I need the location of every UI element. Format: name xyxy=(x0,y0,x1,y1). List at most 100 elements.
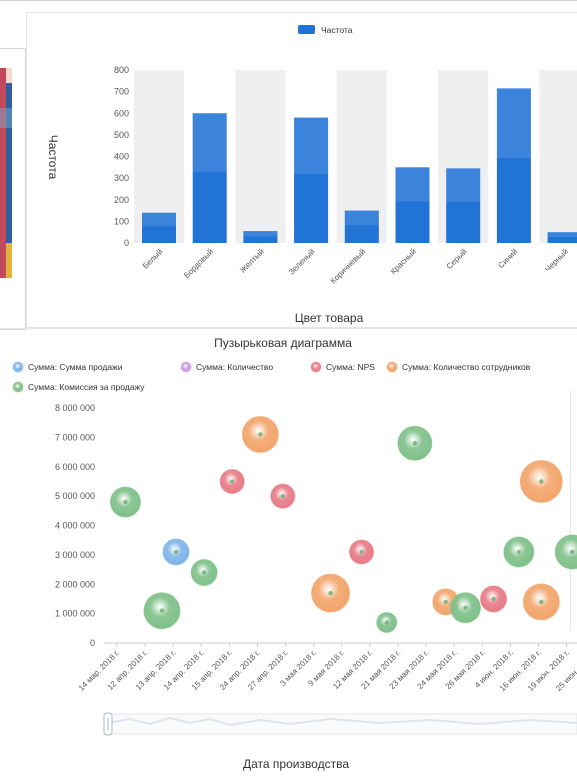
bar-y-tick-label: 300 xyxy=(114,173,129,183)
bar-highlight xyxy=(142,212,176,227)
bubble-center xyxy=(230,479,235,484)
bubble-y-tick-label: 3 000 000 xyxy=(55,550,95,560)
bubble xyxy=(519,459,563,503)
bubble-center xyxy=(258,432,263,437)
bubble xyxy=(143,592,181,630)
bar-highlight xyxy=(294,117,329,175)
range-slider-left-handle[interactable] xyxy=(103,712,113,736)
bar-y-tick-label: 500 xyxy=(114,130,129,140)
bubble-x-tick-label: 4 июн. 2018 г. xyxy=(473,648,515,690)
bubble xyxy=(376,611,398,633)
bar-chart: Частота Частота 0 100 200 300 400 500 600 700 80… xyxy=(46,25,577,325)
bubble xyxy=(190,559,218,586)
bar-highlight xyxy=(243,231,278,237)
bar-highlight xyxy=(496,88,531,158)
bar-band xyxy=(539,70,577,243)
range-slider-track[interactable] xyxy=(103,713,577,735)
bar-y-axis-title: Частота xyxy=(46,135,60,180)
bubble-center xyxy=(173,549,179,555)
bar-category-label: Синий xyxy=(496,247,519,270)
bubble-legend-swatch xyxy=(386,361,398,373)
bubble-legend-swatch xyxy=(12,361,24,373)
bar-y-tick-label: 0 xyxy=(124,238,129,248)
bar-category-label: Серый xyxy=(445,247,469,271)
bar-highlight xyxy=(547,232,577,238)
bubble-x-tick-label: 14 мар. 2018 г. xyxy=(77,648,122,693)
bar xyxy=(243,231,278,243)
bubble-center xyxy=(384,620,389,625)
bubble-center xyxy=(539,599,544,605)
bubble-y-tick-label: 0 xyxy=(90,638,95,648)
bar-category-label: Коричневый xyxy=(329,247,368,286)
bubble-y-tick-label: 2 000 000 xyxy=(55,579,95,589)
bubble-y-tick-label: 7 000 000 xyxy=(55,432,95,442)
bubble-center xyxy=(412,441,418,446)
bubble-center xyxy=(201,570,207,575)
bubble-x-tick-label: 23 мая 2018 г. xyxy=(388,648,431,691)
bubble xyxy=(109,486,141,518)
bar-highlight xyxy=(395,167,430,202)
bubble-legend-swatch xyxy=(180,361,192,373)
bar-category-label: Бордовый xyxy=(182,247,215,280)
bubble-legend-label: Сумма: Количество xyxy=(196,362,273,372)
bar xyxy=(496,88,531,243)
bar-legend-label: Частота xyxy=(321,25,353,35)
range-slider-preview xyxy=(111,716,577,727)
bar-legend-swatch xyxy=(298,25,315,34)
bubble-center xyxy=(463,605,468,610)
bubble xyxy=(480,585,508,613)
bubble-center xyxy=(491,596,496,602)
bubble-y-tick-label: 4 000 000 xyxy=(55,521,95,531)
right-divider xyxy=(570,390,571,630)
bubble-center xyxy=(328,590,333,596)
bar-y-tick-label: 100 xyxy=(114,216,129,226)
bar xyxy=(344,210,379,243)
bubble-x-tick-label: 14 апр. 2018 г. xyxy=(162,648,206,692)
bubble-x-tick-label: 12 апр. 2018 г. xyxy=(106,648,150,692)
bubble-center xyxy=(123,499,128,505)
bar-category-label: Желтый xyxy=(238,247,266,275)
bubble-x-tick-label: 24 мая 2018 г. xyxy=(416,648,459,691)
bubble-legend-swatch xyxy=(310,361,322,373)
bar-category-label: Красный xyxy=(389,247,418,276)
bubble-x-tick-label: 3 мая 2018 г. xyxy=(278,648,318,688)
bubble xyxy=(270,483,296,509)
range-slider[interactable] xyxy=(103,712,577,736)
bubble-x-tick-label: 25 июн. 2018 г. xyxy=(554,648,577,693)
bubble-x-tick-label: 27 апр. 2018 г. xyxy=(246,648,290,692)
bubble-legend-label: Сумма: NPS xyxy=(326,362,375,372)
bubble-center xyxy=(516,549,522,555)
bubble-center xyxy=(539,479,544,484)
bar xyxy=(294,117,329,243)
bar-y-tick-label: 200 xyxy=(114,195,129,205)
bar-category-label: Белый xyxy=(141,247,165,271)
bubble-x-tick-label: 9 мая 2018 г. xyxy=(306,648,346,688)
bar-y-tick-label: 600 xyxy=(114,108,129,118)
bubble-center xyxy=(359,549,364,555)
bar-y-tick-label: 700 xyxy=(114,87,129,97)
bubble xyxy=(241,415,279,453)
bar xyxy=(395,167,430,243)
bubble-legend-swatch xyxy=(12,381,24,393)
bubble-legend-label: Сумма: Количество сотрудников xyxy=(402,362,531,372)
bubble-x-tick-label: 19 июн. 2018 г. xyxy=(526,648,571,693)
bar xyxy=(192,113,227,243)
bubble xyxy=(219,468,245,494)
bubble-x-tick-label: 12 мая 2018 г. xyxy=(331,648,374,691)
bubble-x-tick-label: 26 мая 2018 г. xyxy=(444,648,487,691)
bar xyxy=(142,212,176,243)
bubble xyxy=(348,539,374,565)
bubble xyxy=(311,573,351,613)
section-divider xyxy=(0,328,577,329)
bubble-x-tick-label: 16 июн. 2018 г. xyxy=(498,648,543,693)
bubble-y-tick-label: 6 000 000 xyxy=(55,462,95,472)
bubble-y-tick-label: 1 000 000 xyxy=(55,609,95,619)
bubble-x-tick-label: 15 апр. 2018 г. xyxy=(190,648,234,692)
bar-highlight xyxy=(192,113,227,172)
bar-y-tick-label: 400 xyxy=(114,152,129,162)
bubble-center xyxy=(280,493,285,499)
bubble-y-tick-label: 5 000 000 xyxy=(55,491,95,501)
bubble xyxy=(449,592,481,624)
bar-category-label: Черный xyxy=(543,247,570,274)
product-photo xyxy=(0,68,12,278)
